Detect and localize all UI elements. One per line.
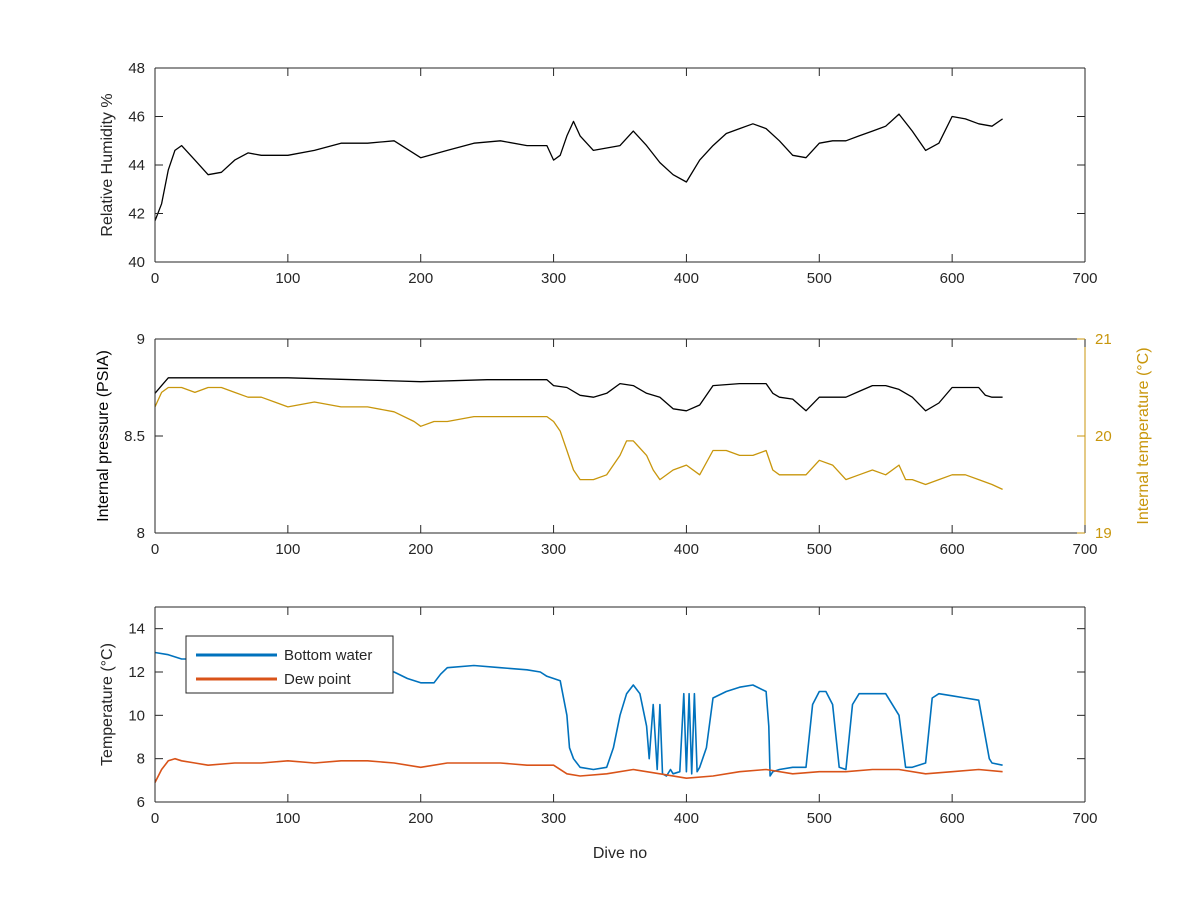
legend: Bottom water Dew point (185, 635, 394, 694)
temperature-panel: 0 100 200 300 400 500 600 700 6 8 10 12 14 Temperatur… (99, 606, 1098, 862)
legend-label-1: Dew point (284, 671, 352, 688)
humidity-panel: 0 100 200 300 400 500 600 700 40 42 44 46 48 Relative… (99, 60, 1098, 287)
y-tick-label: 44 (128, 157, 145, 174)
series-line-2-1 (154, 757, 1003, 783)
x-tick-label: 200 (408, 810, 433, 827)
legend-box (185, 635, 394, 694)
y-axis-label: Relative Humidity % (99, 93, 116, 236)
x-tick-label: 0 (151, 810, 159, 827)
x-tick-label: 600 (940, 541, 965, 558)
y-tick-label: 46 (128, 109, 145, 126)
x-tick-label: 600 (940, 810, 965, 827)
x-tick-label: 200 (408, 541, 433, 558)
x-tick-label: 500 (807, 270, 832, 287)
y2-tick-label: 20 (1095, 428, 1112, 445)
y2-axis-label: Internal temperature (°C) (1135, 347, 1152, 524)
x-tick-label: 500 (807, 541, 832, 558)
x-axis-label: Dive no (593, 845, 647, 862)
y-tick-label: 48 (128, 60, 145, 77)
x-tick-label: 100 (275, 270, 300, 287)
x-tick-label: 0 (151, 270, 159, 287)
x-tick-label: 400 (674, 270, 699, 287)
y-tick-label: 8.5 (124, 428, 145, 445)
y-tick-label: 12 (128, 664, 145, 681)
series-line-0-0 (154, 113, 1003, 222)
x-tick-label: 700 (1072, 541, 1097, 558)
y-tick-label: 40 (128, 254, 145, 271)
y-tick-label: 10 (128, 707, 145, 724)
x-tick-label: 500 (807, 810, 832, 827)
x-tick-label: 400 (674, 810, 699, 827)
x-tick-label: 100 (275, 810, 300, 827)
y-tick-label: 42 (128, 206, 145, 223)
y-tick-label: 14 (128, 621, 145, 638)
series-line-2-0 (154, 651, 1003, 777)
x-tick-label: 300 (541, 541, 566, 558)
pressure-temperature-panel: 0 100 200 300 400 500 600 700 8 8.5 9 19 20 21 Interna… (95, 331, 1152, 558)
y-tick-label: 8 (137, 525, 145, 542)
x-tick-label: 700 (1072, 810, 1097, 827)
y2-tick-label: 19 (1095, 525, 1112, 542)
legend-label-0: Bottom water (284, 647, 372, 664)
x-tick-label: 200 (408, 270, 433, 287)
x-tick-label: 700 (1072, 270, 1097, 287)
series-line-1-1 (154, 386, 1003, 490)
x-tick-label: 100 (275, 541, 300, 558)
y-tick-label: 6 (137, 794, 145, 811)
y-axis-label: Internal pressure (PSIA) (95, 350, 112, 522)
x-tick-label: 300 (541, 270, 566, 287)
x-tick-label: 600 (940, 270, 965, 287)
y-axis-label: Temperature (°C) (99, 643, 116, 766)
x-tick-label: 0 (151, 541, 159, 558)
series-line-1-0 (154, 377, 1003, 412)
x-tick-label: 400 (674, 541, 699, 558)
y-tick-label: 9 (137, 331, 145, 348)
y2-tick-label: 21 (1095, 331, 1112, 348)
y-tick-label: 8 (137, 751, 145, 768)
x-tick-label: 300 (541, 810, 566, 827)
